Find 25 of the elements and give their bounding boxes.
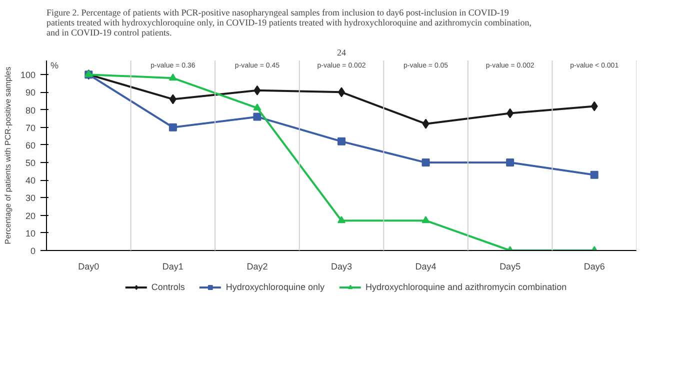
x-tick-label: Day2 <box>246 262 268 272</box>
y-tick-label: 80 <box>25 105 36 116</box>
text: 24 <box>337 48 346 58</box>
y-tick-label: 60 <box>25 140 36 150</box>
y-tick-label: 70 <box>25 122 36 133</box>
y-tick-label: 50 <box>25 158 36 168</box>
y-tick-label: 20 <box>25 210 36 221</box>
legend-label: Hydroxychloroquine and azithromycin combination <box>365 282 567 292</box>
y-tick-label: 30 <box>25 193 36 204</box>
legend-label: Controls <box>151 282 185 292</box>
legend-label: Hydroxychloroquine only <box>226 282 324 292</box>
y-tick-label: 0 <box>30 246 36 256</box>
x-tick-label: Day5 <box>500 262 521 272</box>
y-tick-label: 100 <box>20 70 36 80</box>
x-tick-label: Day1 <box>162 262 184 272</box>
y-axis-title: Percentage of patients with PCR-positive samples <box>3 66 12 244</box>
annotation: % <box>50 60 59 70</box>
y-tick-label: 40 <box>25 176 36 186</box>
chart-title: Figure 2. Percentage of patients with PCR-positive nasopharyngeal samples from inclusion to day6 post-inclusion in COVID-19 patients treated with hydroxychloroquine only, in COVID-19 patients treated with hydroxychloroquine and azithromycin combination, and in COVID-19 control patients. <box>46 8 532 38</box>
x-tick-label: Day0 <box>78 262 100 272</box>
x-tick-label: Day6 <box>584 262 605 272</box>
x-tick-label: Day3 <box>330 262 352 272</box>
y-tick-label: 90 <box>25 88 36 98</box>
x-tick-label: Day4 <box>415 262 436 272</box>
y-tick-label: 10 <box>25 228 36 238</box>
